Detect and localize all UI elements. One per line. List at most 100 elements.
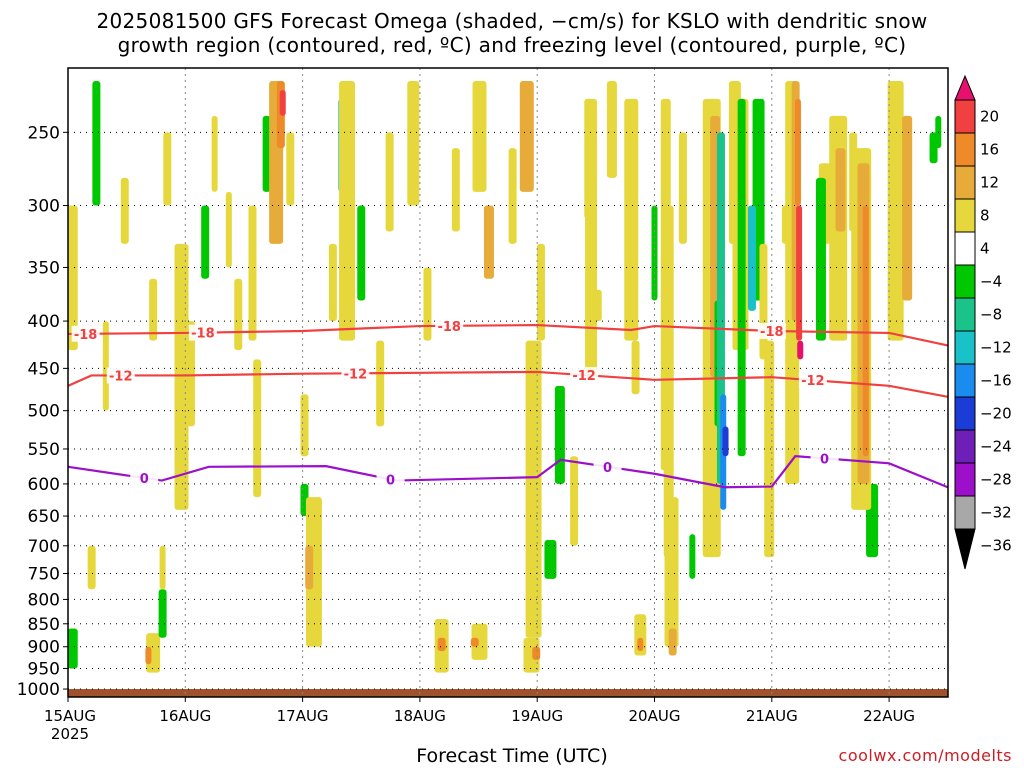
colorbar-box <box>954 264 976 299</box>
colorbar-box <box>954 462 976 497</box>
omega-blob <box>279 90 286 116</box>
colorbar-label: −16 <box>980 372 1012 390</box>
omega-blob <box>328 243 337 322</box>
contour-label: -12 <box>109 369 133 384</box>
omega-blob <box>423 267 432 341</box>
omega-shading <box>67 80 942 673</box>
x-tick-label: 17AUG <box>277 707 329 725</box>
y-axis: 250 300 350 400 450 500 550 600 650 700 750 800 850 9… <box>17 123 68 700</box>
omega-blob <box>523 637 540 673</box>
colorbar-label: −8 <box>980 306 1002 324</box>
omega-blob <box>174 243 189 510</box>
y-tick-label: 650 <box>28 507 60 527</box>
omega-column <box>862 205 869 457</box>
colorbar-box <box>954 165 976 200</box>
omega-blob <box>407 80 420 206</box>
omega-column <box>668 628 677 656</box>
watermark: coolwx.com/modelts <box>838 746 1012 765</box>
colorbar-box <box>954 99 976 134</box>
omega-blob <box>519 80 534 192</box>
contour-label-bg <box>71 325 100 342</box>
y-tick-label: 350 <box>28 258 60 278</box>
omega-column <box>660 98 671 471</box>
contour-label: -18 <box>437 320 461 335</box>
colorbar-box <box>954 132 976 167</box>
colorbar-box <box>954 198 976 233</box>
omega-column <box>797 340 804 360</box>
colorbar-label: 12 <box>980 174 999 192</box>
x-tick-label: 20AUG <box>629 707 681 725</box>
omega-blob <box>532 646 541 660</box>
omega-blob <box>451 148 460 232</box>
contour-line <box>67 323 948 347</box>
omega-column <box>902 115 913 301</box>
contour-label-bg <box>130 470 159 487</box>
omega-column <box>747 205 756 311</box>
omega-blob <box>631 340 640 395</box>
contour-label-bg <box>188 324 217 341</box>
colorbar-label: 4 <box>980 240 990 258</box>
y-tick-label: 250 <box>28 123 60 143</box>
omega-blob <box>376 340 385 427</box>
colorbar-box <box>954 297 976 332</box>
omega-blob <box>339 80 356 341</box>
y-tick-label: 550 <box>28 440 60 460</box>
omega-column <box>624 98 639 341</box>
omega-column <box>664 497 679 647</box>
colorbar-label: 8 <box>980 207 990 225</box>
omega-blob <box>67 628 78 669</box>
omega-column <box>764 340 775 558</box>
omega-blob <box>570 456 579 546</box>
contour-label-bg <box>435 317 464 334</box>
contour-label-bg <box>810 450 839 467</box>
omega-column <box>722 426 729 457</box>
omega-blob <box>253 359 262 498</box>
omega-column <box>585 98 598 378</box>
omega-blob <box>637 637 644 652</box>
omega-blob <box>544 540 557 579</box>
x-year-label: 2025 <box>51 725 89 743</box>
omega-column <box>737 98 746 457</box>
contour-label-bg <box>106 367 135 384</box>
contour-label: -18 <box>760 325 784 340</box>
colorbar: 20 16 12 8 4 −4 −8 −12 −16 −20 −24 −28 −32 −36 <box>954 74 1012 570</box>
contour-label: 0 <box>386 473 395 488</box>
colorbar-label: −36 <box>980 537 1012 555</box>
omega-blob <box>471 623 488 660</box>
omega-blob <box>234 278 243 351</box>
y-tick-label: 950 <box>28 659 60 679</box>
y-tick-label: 400 <box>28 312 60 332</box>
colorbar-box <box>954 363 976 398</box>
omega-blob <box>201 205 210 279</box>
chart-title-line-1: 2025081500 GFS Forecast Omega (shaded, −… <box>96 9 928 33</box>
omega-blob <box>357 205 366 301</box>
omega-blob <box>536 243 545 341</box>
y-tick-label: 900 <box>28 638 60 658</box>
colorbar-label: 20 <box>980 108 999 126</box>
colorbar-label: −28 <box>980 471 1012 489</box>
x-axis-label: Forecast Time (UTC) <box>416 745 608 767</box>
colorbar-box <box>954 396 976 431</box>
omega-blob <box>102 321 109 411</box>
omega-blob <box>554 385 565 484</box>
contour-label: -12 <box>344 367 368 382</box>
x-tick-label: 19AUG <box>511 707 563 725</box>
omega-blob <box>87 545 96 590</box>
omega-blob <box>159 545 166 590</box>
omega-blob <box>120 177 129 244</box>
omega-column <box>525 340 542 638</box>
omega-blob <box>305 497 322 647</box>
colorbar-box <box>954 495 976 530</box>
x-tick-label: 16AUG <box>159 707 211 725</box>
colorbar-label: −20 <box>980 405 1012 423</box>
contour-label: -18 <box>74 328 98 343</box>
colorbar-bottom-arrow <box>954 528 976 570</box>
omega-column <box>835 148 846 232</box>
contour-label: -12 <box>801 374 825 389</box>
colorbar-box <box>954 231 976 266</box>
y-tick-label: 700 <box>28 537 60 557</box>
omega-column <box>796 205 803 341</box>
contour-label-bg <box>341 365 370 382</box>
omega-blob <box>92 80 101 206</box>
